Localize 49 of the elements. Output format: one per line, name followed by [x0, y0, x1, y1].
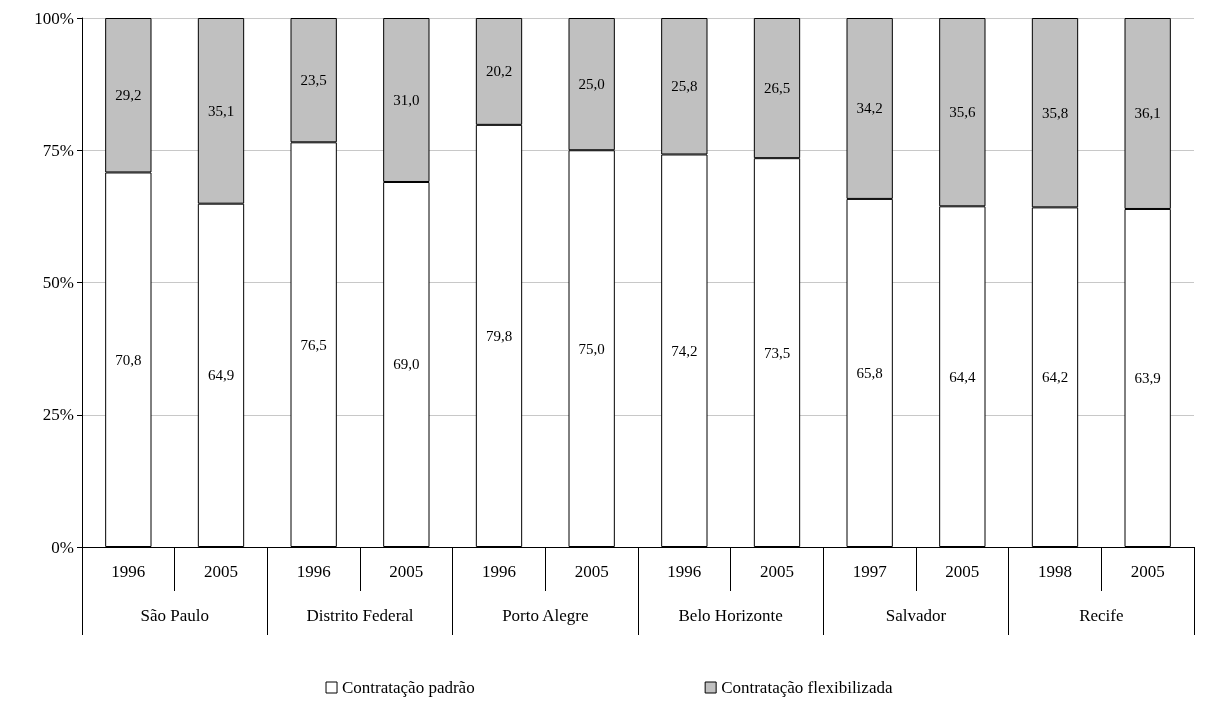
- text: Porto Alegre: [502, 606, 589, 625]
- data-label: 73,5: [763, 344, 791, 361]
- text: São Paulo: [140, 606, 209, 625]
- x-tick-label: 1997: [852, 562, 888, 581]
- data-label: 20,2: [485, 63, 513, 80]
- x-tick-label: 2005: [574, 562, 609, 581]
- data-label: 36,1: [1134, 105, 1161, 122]
- data-label: 69,0: [393, 356, 420, 373]
- data-label: 31,0: [393, 92, 420, 108]
- y-tick-label: 100%: [34, 8, 74, 28]
- x-tick-label: 2005: [204, 562, 238, 581]
- data-label: 35,6: [949, 104, 976, 121]
- x-tick-label: 2005: [1130, 562, 1165, 581]
- data-label: 65,8: [856, 364, 883, 381]
- data-label: 64,2: [1041, 369, 1069, 386]
- x-tick-label: 1996: [111, 562, 146, 581]
- data-label: 35,1: [207, 102, 235, 119]
- data-label: 23,5: [300, 72, 327, 89]
- data-label: 25,0: [578, 76, 605, 93]
- text: Salvador: [885, 606, 947, 625]
- text: Recife: [1079, 606, 1124, 625]
- data-label: 75,0: [578, 340, 605, 357]
- data-label: 35,8: [1041, 104, 1069, 121]
- data-label: 25,8: [671, 78, 698, 95]
- data-label: 79,8: [485, 327, 513, 344]
- data-label: 74,2: [671, 342, 698, 359]
- y-tick-label: 75%: [42, 140, 74, 160]
- data-label: 64,9: [207, 367, 235, 384]
- data-label: 63,9: [1134, 369, 1161, 386]
- data-label: 76,5: [300, 336, 327, 353]
- data-label: 64,4: [949, 368, 976, 385]
- y-tick-label: 25%: [42, 405, 74, 425]
- x-tick-label: 1996: [296, 562, 331, 581]
- legend-label: Contratação flexibilizada: [721, 678, 893, 697]
- data-label: 26,5: [763, 80, 791, 97]
- x-tick-label: 1996: [667, 562, 702, 581]
- x-tick-label: 1996: [482, 562, 516, 581]
- x-tick-label: 2005: [389, 562, 424, 581]
- x-tick-label: 1998: [1038, 562, 1072, 581]
- y-tick-label: 50%: [42, 273, 74, 292]
- data-label: 29,2: [115, 87, 142, 104]
- text: Belo Horizonte: [678, 606, 783, 625]
- x-tick-label: 2005: [760, 562, 794, 581]
- legend-label: Contratação padrão: [342, 678, 475, 697]
- data-label: 70,8: [115, 351, 142, 368]
- text: Distrito Federal: [306, 606, 414, 625]
- y-tick-label: 0%: [51, 537, 74, 557]
- data-label: 34,2: [856, 100, 883, 117]
- x-tick-label: 2005: [945, 562, 980, 581]
